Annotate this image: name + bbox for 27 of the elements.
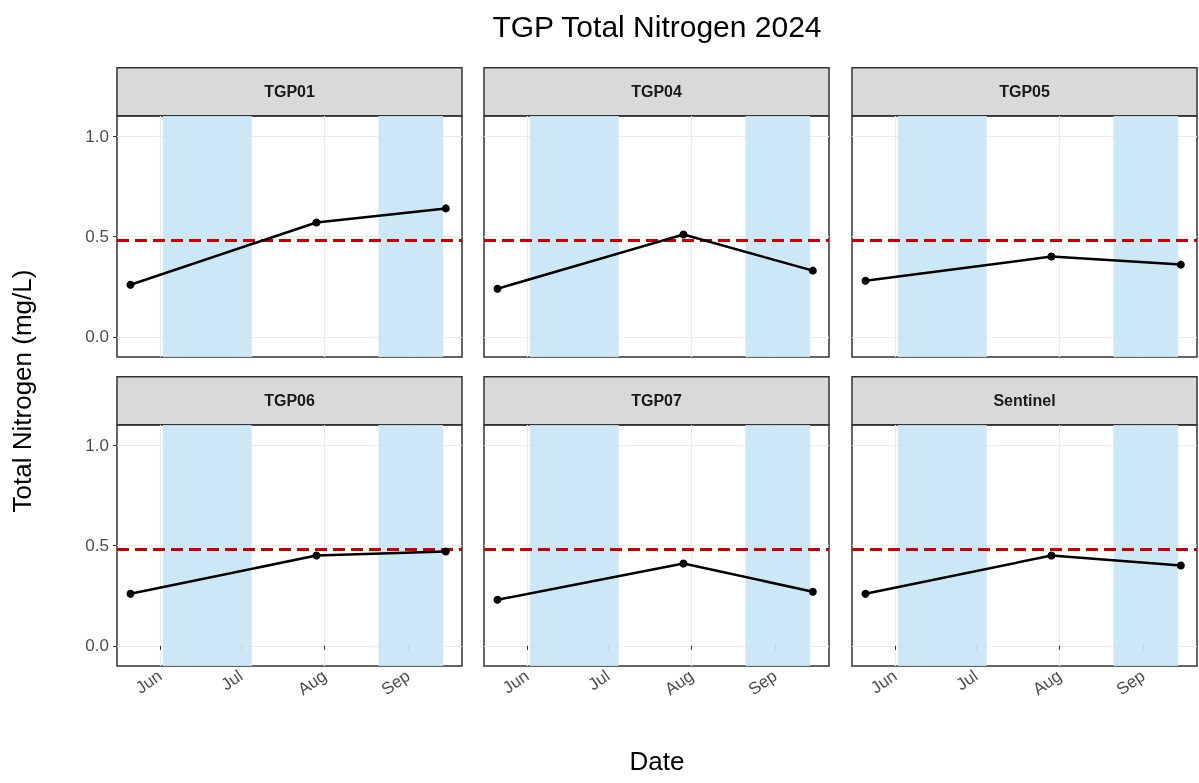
x-tick-label: Aug xyxy=(661,666,697,700)
x-tick-label: Jul xyxy=(952,666,982,695)
y-axis-title: Total Nitrogen (mg/L) xyxy=(6,269,38,513)
x-tick-label: Jun xyxy=(132,666,166,698)
chart-title: TGP06 xyxy=(264,392,315,409)
x-tick-label: Jun xyxy=(499,666,533,698)
chart-title: TGP04 xyxy=(631,83,682,100)
chart-title: Sentinel xyxy=(993,392,1056,409)
x-tick-label: Jul xyxy=(584,666,614,695)
x-tick-label: Sep xyxy=(744,666,781,700)
chart-title: TGP05 xyxy=(999,83,1050,100)
x-tick-label: Aug xyxy=(294,666,330,700)
chart-title: TGP01 xyxy=(264,83,315,100)
y-tick-label: 0.0 xyxy=(85,327,109,347)
y-tick-label: 0.5 xyxy=(85,227,109,246)
x-tick-label: Sep xyxy=(377,666,414,700)
x-tick-label: Jul xyxy=(217,666,247,695)
x-tick-label: Sep xyxy=(1112,666,1149,700)
y-tick-label: 0.0 xyxy=(85,636,109,656)
x-axis-title: Date xyxy=(628,746,686,777)
y-tick-label: 1.0 xyxy=(85,435,109,455)
y-tick-label: 0.5 xyxy=(85,536,109,555)
y-tick-label: 1.0 xyxy=(85,126,109,146)
x-tick-label: Jun xyxy=(867,666,901,698)
chart-title: TGP07 xyxy=(631,392,682,409)
text: TGP Total Nitrogen 2024 xyxy=(491,10,823,44)
x-tick-label: Aug xyxy=(1029,666,1065,700)
